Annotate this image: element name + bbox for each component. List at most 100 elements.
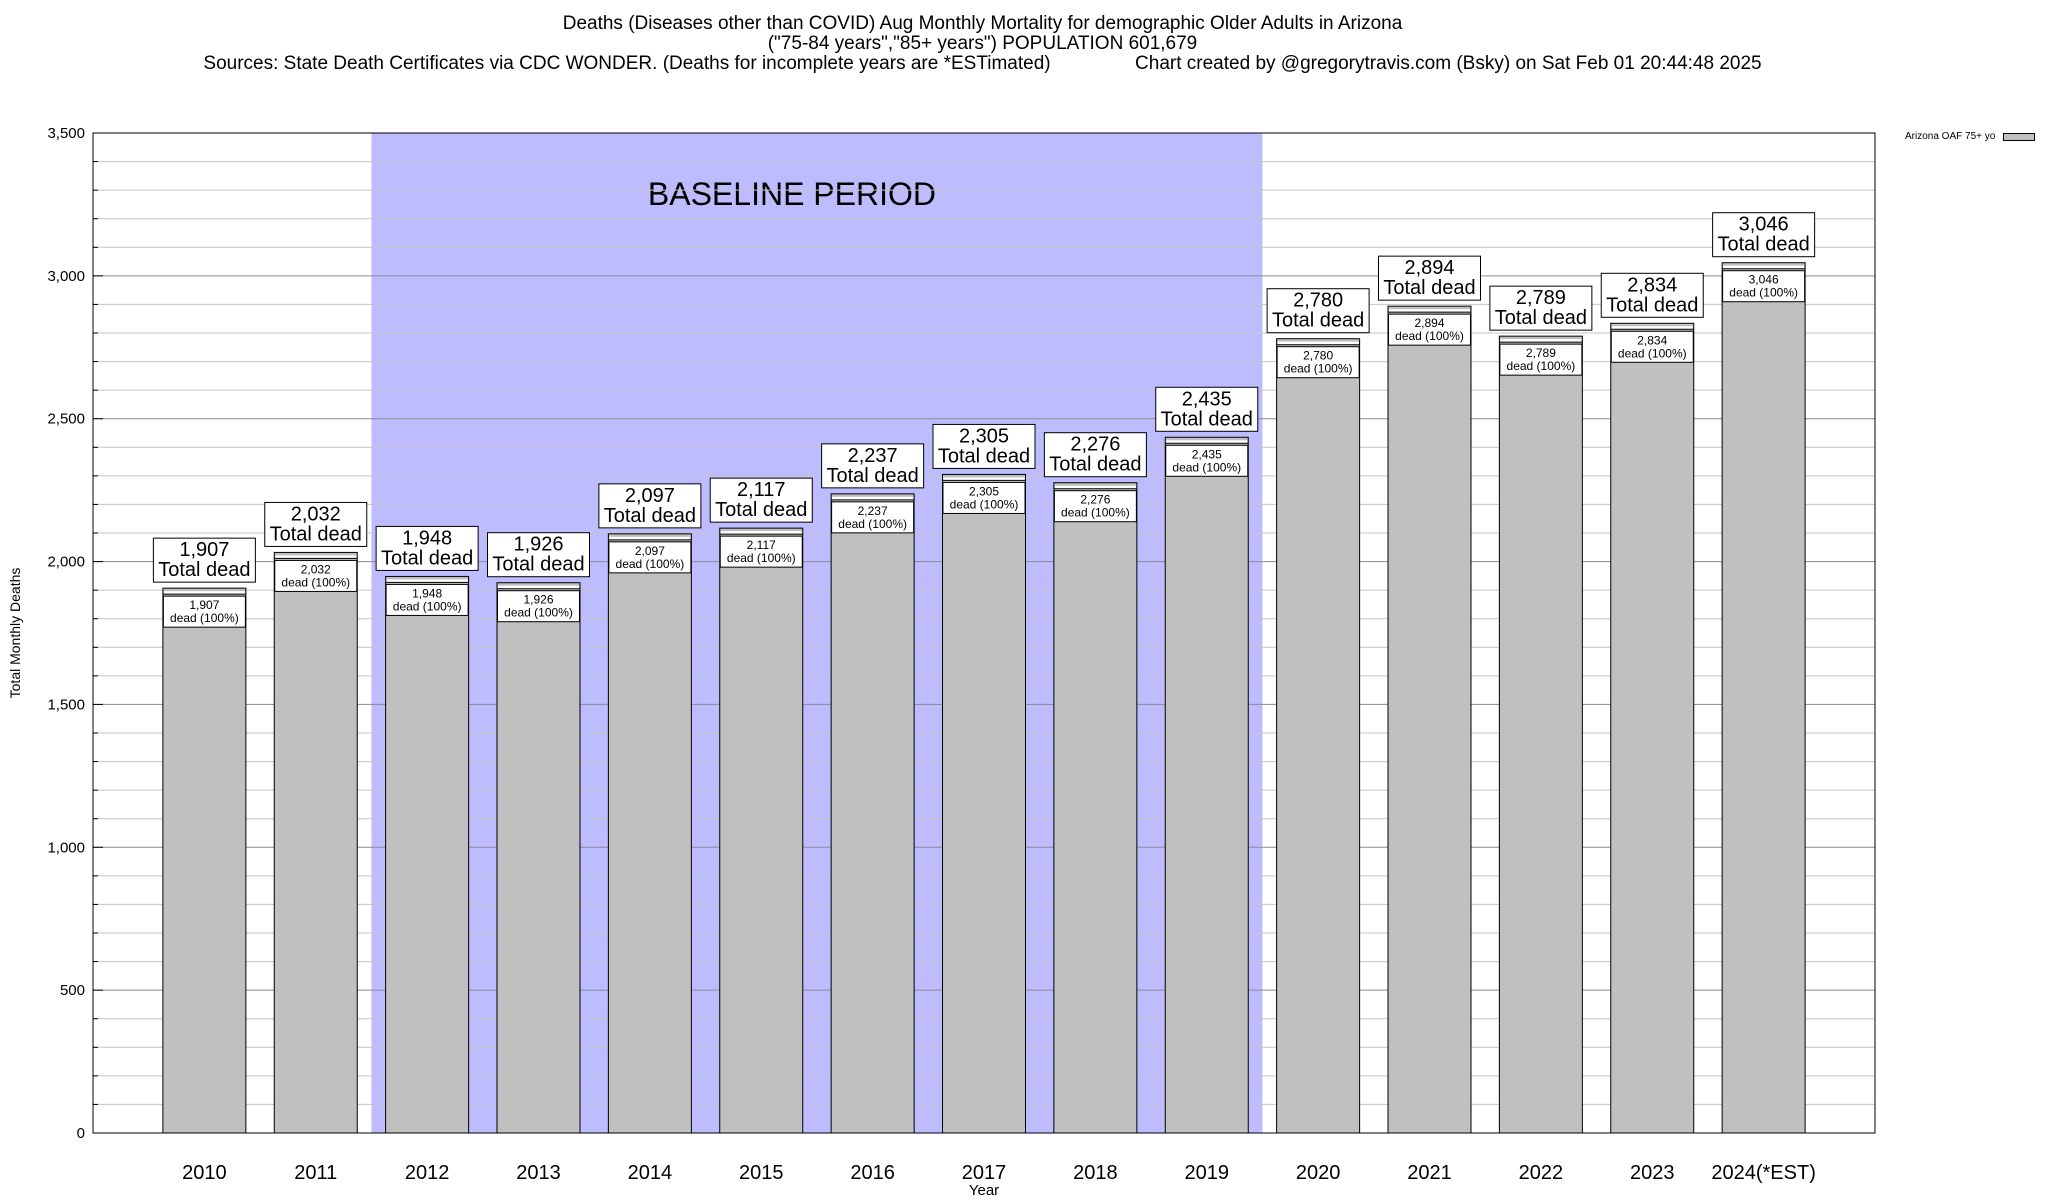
inner-value-label: 1,926 xyxy=(523,593,553,607)
bar-top-strip xyxy=(386,579,468,583)
bar xyxy=(496,582,581,1134)
inner-suffix-label: dead (100%) xyxy=(1729,286,1798,300)
y-axis-label: Total Monthly Deaths xyxy=(7,568,23,699)
bar-top-strip xyxy=(1054,485,1136,489)
inner-label-box xyxy=(1499,343,1583,376)
top-value-label: 2,305 xyxy=(959,425,1009,447)
top-suffix-label: Total dead xyxy=(1495,307,1587,329)
y-tick-label: 1,500 xyxy=(47,696,85,713)
top-suffix-label: Total dead xyxy=(715,499,807,521)
bar-top-strip xyxy=(1277,341,1359,345)
inner-label-box xyxy=(1053,490,1137,523)
top-suffix-label: Total dead xyxy=(604,505,696,527)
bar xyxy=(162,587,247,1134)
x-tick-label: 2014 xyxy=(628,1162,673,1184)
inner-suffix-label: dead (100%) xyxy=(504,606,573,620)
inner-suffix-label: dead (100%) xyxy=(1618,346,1687,360)
x-tick-label: 2016 xyxy=(850,1162,895,1184)
x-axis-label: Year xyxy=(969,1182,999,1199)
chart-title-block: Deaths (Diseases other than COVID) Aug M… xyxy=(0,14,1965,74)
top-label-box xyxy=(598,483,702,529)
inner-value-label: 2,789 xyxy=(1526,346,1556,360)
top-label-box xyxy=(152,537,256,583)
inner-value-label: 2,435 xyxy=(1192,447,1222,461)
inner-value-label: 2,305 xyxy=(969,484,999,498)
bar-top-strip xyxy=(1611,326,1693,330)
top-value-label: 1,907 xyxy=(179,539,229,561)
bar-top-strip xyxy=(1389,309,1470,313)
bar xyxy=(719,527,804,1134)
bar xyxy=(830,493,915,1134)
inner-label-box xyxy=(385,583,469,616)
top-suffix-label: Total dead xyxy=(938,445,1030,467)
top-label-box xyxy=(1378,255,1481,301)
top-suffix-label: Total dead xyxy=(158,559,250,581)
inner-label-box xyxy=(1165,444,1249,477)
top-value-label: 2,834 xyxy=(1627,274,1677,296)
inner-suffix-label: dead (100%) xyxy=(281,575,350,589)
inner-suffix-label: dead (100%) xyxy=(1507,359,1576,373)
top-value-label: 2,237 xyxy=(848,445,898,467)
inner-suffix-label: dead (100%) xyxy=(727,551,796,565)
bar xyxy=(1164,436,1249,1134)
top-label-box xyxy=(487,532,590,578)
inner-suffix-label: dead (100%) xyxy=(1172,460,1241,474)
inner-value-label: 1,948 xyxy=(412,586,442,600)
top-suffix-label: Total dead xyxy=(492,554,584,576)
top-suffix-label: Total dead xyxy=(1383,277,1475,299)
top-value-label: 1,948 xyxy=(402,527,452,549)
inner-label-box xyxy=(162,595,246,628)
top-value-label: 2,276 xyxy=(1070,434,1120,456)
inner-label-box xyxy=(274,559,358,592)
inner-suffix-label: dead (100%) xyxy=(616,557,685,571)
top-suffix-label: Total dead xyxy=(1606,294,1698,316)
y-tick-label: 3,000 xyxy=(47,268,85,285)
baseline-period-label: BASELINE PERIOD xyxy=(648,176,936,212)
y-tick-label: 0 xyxy=(77,1125,85,1142)
top-label-box xyxy=(1600,272,1704,318)
inner-value-label: 2,780 xyxy=(1303,349,1333,363)
inner-label-box xyxy=(608,541,692,574)
inner-label-box xyxy=(497,590,580,623)
top-value-label: 2,097 xyxy=(625,485,675,507)
inner-value-label: 2,032 xyxy=(301,562,331,576)
top-label-box xyxy=(932,423,1036,469)
bar xyxy=(1276,338,1361,1134)
bar-top-strip xyxy=(1166,440,1248,444)
legend: Arizona OAF 75+ yo xyxy=(1905,131,2036,142)
x-tick-label: 2012 xyxy=(405,1162,450,1184)
legend-swatch xyxy=(2003,132,2036,141)
top-label-box xyxy=(1266,288,1370,334)
top-suffix-label: Total dead xyxy=(1161,408,1253,430)
bar xyxy=(1721,262,1806,1134)
inner-label-box xyxy=(1610,330,1694,363)
bar xyxy=(1387,305,1472,1134)
bar-top-strip xyxy=(720,531,802,535)
top-label-box xyxy=(375,525,479,571)
x-tick-label: 2015 xyxy=(739,1162,784,1184)
chart-title: Deaths (Diseases other than COVID) Aug M… xyxy=(562,13,1403,34)
y-tick-label: 2,000 xyxy=(47,554,85,571)
bar-top-strip xyxy=(163,591,245,595)
inner-value-label: 2,894 xyxy=(1414,316,1444,330)
chart-source-line: Sources: State Death Certificates via CD… xyxy=(203,53,1762,74)
bar-top-strip xyxy=(1500,339,1582,343)
inner-value-label: 1,907 xyxy=(189,598,219,612)
top-suffix-label: Total dead xyxy=(1049,454,1141,476)
bar-top-strip xyxy=(943,477,1025,481)
x-tick-label: 2024(*EST) xyxy=(1711,1162,1816,1184)
bar xyxy=(607,533,692,1134)
bar-top-strip xyxy=(275,555,357,559)
top-suffix-label: Total dead xyxy=(1717,234,1809,256)
bar xyxy=(385,575,470,1134)
bar-top-strip xyxy=(1723,265,1805,269)
inner-value-label: 2,117 xyxy=(747,538,776,552)
